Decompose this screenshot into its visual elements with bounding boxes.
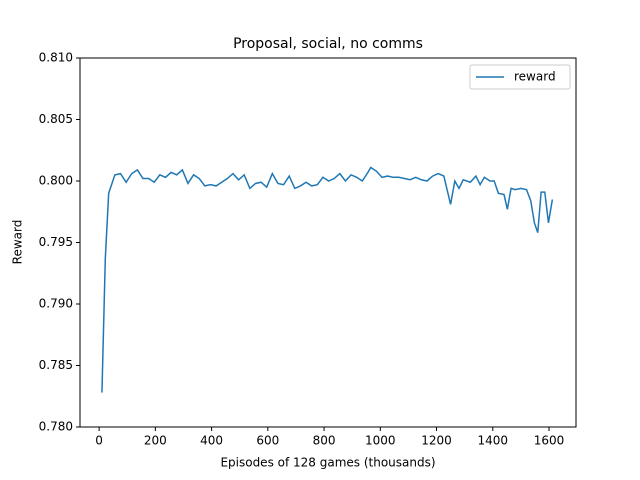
x-axis-label: Episodes of 128 games (thousands) <box>220 456 435 470</box>
x-tick-label: 1600 <box>534 434 565 448</box>
x-tick-label: 200 <box>144 434 167 448</box>
y-tick-label: 0.795 <box>39 235 73 249</box>
y-axis-label: Reward <box>11 220 25 265</box>
x-tick-label: 600 <box>256 434 279 448</box>
chart-title: Proposal, social, no comms <box>233 36 423 52</box>
y-tick-label: 0.780 <box>39 420 73 434</box>
y-tick-label: 0.800 <box>39 174 73 188</box>
y-tick-label: 0.785 <box>39 358 73 372</box>
x-tick-label: 1400 <box>477 434 508 448</box>
legend-label: reward <box>514 70 556 84</box>
x-tick-label: 0 <box>95 434 103 448</box>
plot-frame <box>79 57 577 428</box>
y-tick-label: 0.810 <box>39 51 73 65</box>
y-tick-label: 0.790 <box>39 297 73 311</box>
x-tick-label: 1000 <box>365 434 396 448</box>
x-tick-label: 400 <box>200 434 223 448</box>
x-tick-label: 1200 <box>421 434 452 448</box>
y-tick-label: 0.805 <box>39 112 73 126</box>
x-tick-label: 800 <box>313 434 336 448</box>
legend-box <box>469 64 571 90</box>
data-line <box>101 166 554 393</box>
